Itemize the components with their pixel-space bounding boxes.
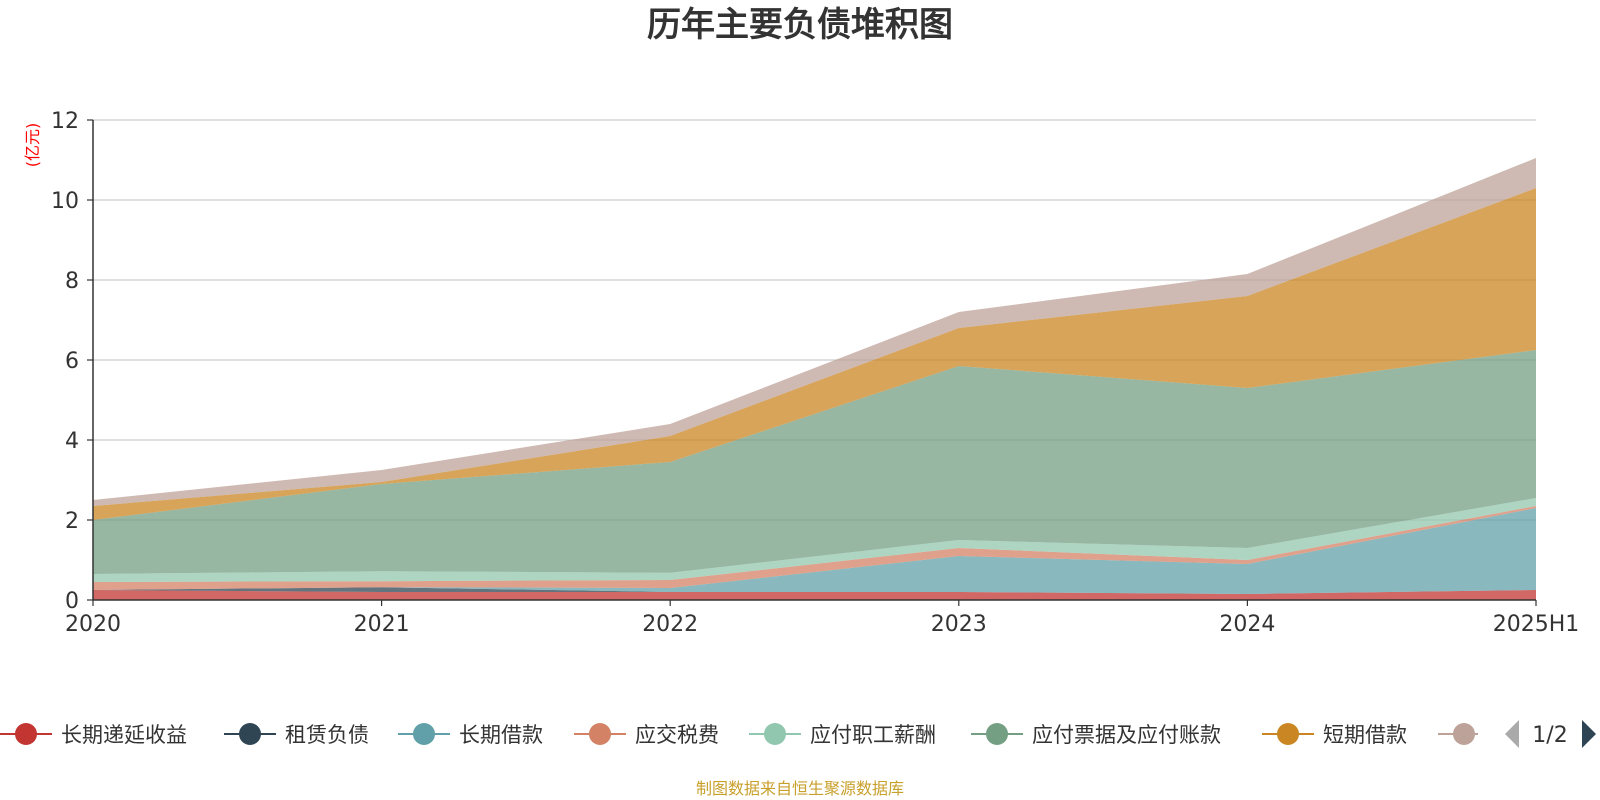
legend-item[interactable]: 长期借款 [398, 723, 543, 747]
legend-label: 短期借款 [1323, 723, 1407, 747]
legend-marker-icon [413, 723, 435, 745]
y-tick-label: 10 [51, 189, 79, 214]
legend-label: 租赁负债 [285, 723, 369, 747]
legend-prev-icon[interactable] [1505, 720, 1519, 748]
legend-marker-icon [1277, 723, 1299, 745]
y-tick-label: 8 [65, 269, 79, 294]
legend-item[interactable]: 长期递延收益 [0, 723, 187, 747]
legend-marker-icon [1453, 723, 1475, 745]
legend-item[interactable]: 租赁负债 [224, 723, 369, 747]
y-tick-label: 12 [51, 109, 79, 134]
legend-item[interactable]: 应付职工薪酬 [749, 723, 936, 747]
series-areas [93, 158, 1536, 600]
area-series-5 [93, 498, 1536, 582]
legend-marker-icon [589, 723, 611, 745]
x-tick-labels: 2020 2021 2022 2023 2024 2025H1 [65, 600, 1579, 637]
legend-item[interactable]: 短期借款 [1262, 723, 1407, 747]
x-tick-label: 2024 [1219, 612, 1275, 637]
x-tick-label: 2025H1 [1493, 612, 1580, 637]
area-series-1 [93, 590, 1536, 600]
legend-marker-icon [15, 723, 37, 745]
legend-label: 应付票据及应付账款 [1032, 723, 1221, 747]
legend-label: 长期借款 [459, 723, 543, 747]
area-series-7 [93, 188, 1536, 520]
legend-label: 应付职工薪酬 [810, 723, 936, 747]
chart-title: 历年主要负债堆积图 [647, 5, 953, 45]
y-tick-labels: 0 2 4 6 8 10 12 [51, 109, 93, 614]
area-series-2 [93, 587, 1536, 594]
legend-marker-icon [986, 723, 1008, 745]
y-tick-label: 2 [65, 509, 79, 534]
y-tick-label: 6 [65, 349, 79, 374]
legend-item[interactable]: 应交税费 [574, 723, 719, 747]
legend-next-icon[interactable] [1582, 720, 1596, 748]
y-tick-label: 4 [65, 429, 79, 454]
legend-label: 长期递延收益 [61, 723, 187, 747]
legend: 长期递延收益 租赁负债 长期借款 应交税费 应付职工薪酬 应付票据及应付账款 短期借款 [0, 712, 1600, 758]
legend-label: 应交税费 [635, 723, 719, 747]
x-tick-label: 2020 [65, 612, 121, 637]
legend-marker-icon [239, 723, 261, 745]
y-axis-unit: (亿元) [23, 123, 42, 168]
x-tick-label: 2022 [642, 612, 698, 637]
x-tick-label: 2021 [354, 612, 410, 637]
legend-clip [1478, 712, 1600, 758]
data-source-note: 制图数据来自恒生聚源数据库 [696, 779, 904, 798]
legend-marker-icon [764, 723, 786, 745]
legend-page-indicator: 1/2 [1532, 723, 1567, 748]
area-series-6 [93, 350, 1536, 574]
legend-item[interactable]: 应付票据及应付账款 [971, 723, 1221, 747]
x-tick-label: 2023 [931, 612, 987, 637]
area-series-3 [93, 508, 1536, 594]
y-tick-label: 0 [65, 589, 79, 614]
legend-pager: 1/2 [1505, 720, 1596, 748]
